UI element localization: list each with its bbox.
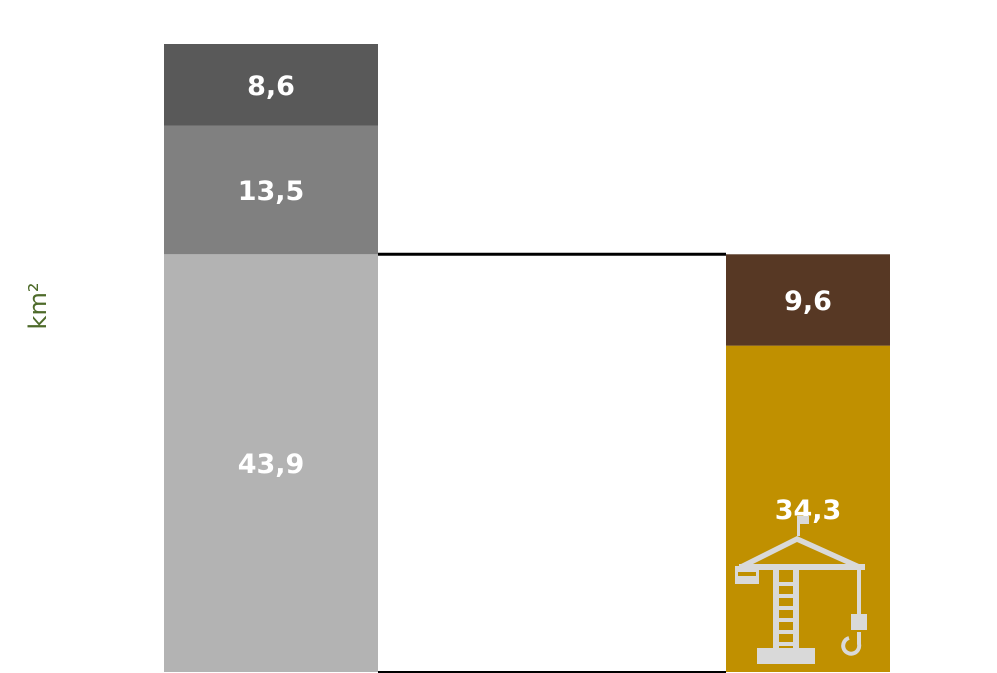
- crane-icon: [735, 516, 867, 664]
- bars-group: 43,913,58,634,39,6: [164, 44, 890, 672]
- connector-group: [378, 252, 726, 673]
- bar-0-segment-0-label: 43,9: [238, 449, 305, 480]
- bar-0-segment-2: [164, 44, 378, 126]
- bar-0-segment-0: [164, 254, 378, 672]
- icon-layer: [735, 516, 867, 664]
- bar-1-segment-1-label: 9,6: [784, 286, 832, 317]
- bar-0-segment-2-label: 8,6: [247, 71, 295, 102]
- bar-0-segment-1: [164, 125, 378, 255]
- bar-0-segment-1-label: 13,5: [238, 176, 305, 207]
- y-axis-title: km²: [24, 283, 52, 330]
- bar-1-segment-1: [726, 254, 890, 346]
